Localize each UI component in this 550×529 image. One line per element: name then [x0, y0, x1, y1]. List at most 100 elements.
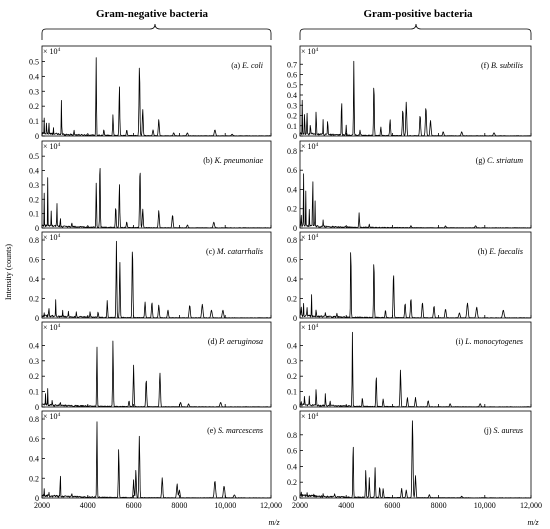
spectrum-peak: [188, 404, 189, 405]
panel-frame: [299, 231, 532, 319]
spectrum-peak: [189, 305, 190, 306]
y-tick-label: 0.8: [287, 147, 297, 156]
panel-label-letter: (f): [481, 61, 491, 70]
spectrum-peak: [172, 215, 173, 216]
spectrum-peak: [374, 82, 375, 83]
y-tick-label: 0: [35, 132, 39, 141]
panel-d: × 104 0 0.1 0.2 0.3 0.4 (d) P. aeruginosa: [29, 321, 272, 412]
spectrum-peak: [346, 125, 347, 126]
spectrum-peak: [116, 242, 117, 243]
panel-label: (f) B. subtilis: [481, 61, 523, 70]
spectrum-peak: [323, 221, 324, 222]
y-tick-label: 0.8: [29, 415, 39, 424]
spectrum-peak: [129, 400, 130, 401]
spectrum-peak: [307, 300, 308, 301]
panel-label: (g) C. striatum: [476, 156, 524, 165]
spectrum-peak: [352, 333, 353, 334]
panel-label: (e) S. marcescens: [207, 426, 263, 435]
panel-j: × 104 0 0.2 0.4 0.6 0.8 2000 4000 6000 8000 10,000…: [287, 410, 542, 510]
spectrum-peak: [374, 258, 375, 259]
spectrum-peak: [503, 310, 504, 311]
spectrum-peak: [307, 494, 308, 495]
y-tick-label: 0.4: [287, 91, 297, 100]
spectrum-peak: [480, 404, 481, 405]
spectrum-peak: [406, 102, 407, 103]
spectrum-peak: [47, 180, 48, 181]
panel-frame: [299, 410, 532, 499]
x-tick-label: 2000: [292, 501, 308, 510]
spectrum-peak: [341, 97, 342, 98]
intensity-multiplier-exponent: 4: [316, 233, 319, 239]
spectrum-peak: [202, 304, 203, 305]
y-tick-label: 0.2: [29, 295, 39, 304]
spectrum-peak: [103, 130, 104, 131]
spectrum-peak: [133, 365, 134, 366]
spectrum-peak: [301, 493, 302, 494]
spectrum-peak: [353, 438, 354, 439]
spectrum-peak: [312, 152, 313, 153]
spectrum-line: [299, 60, 532, 137]
spectrum-peak: [118, 448, 119, 449]
y-tick-label: 0.6: [287, 447, 297, 456]
spectrum-peak: [327, 117, 328, 118]
spectrum-peak: [44, 490, 45, 491]
spectrum-peak: [422, 302, 423, 303]
spectrum-peak: [158, 119, 159, 120]
y-tick-label: 0.2: [29, 372, 39, 381]
panel-h: × 104 0 0.2 0.4 0.6 0.8 (h) E. faecalis: [287, 231, 532, 323]
spectrum-peak: [406, 490, 407, 491]
y-tick-label: 0.3: [29, 181, 39, 190]
panel-label-letter: (b): [203, 156, 214, 165]
panel-label: (h) E. faecalis: [478, 247, 523, 256]
spectrum-peak: [153, 130, 154, 131]
spectrum-peak: [68, 312, 69, 313]
y-tick-label: 0.3: [29, 357, 39, 366]
y-tick-label: 0: [293, 494, 297, 503]
spectrum-peak: [415, 397, 416, 398]
panel-b: × 104 0 0.1 0.2 0.3 0.4 0.5 (b) K. pneumoniae: [29, 140, 272, 233]
intensity-multiplier: × 104: [301, 412, 319, 421]
panel-frame: [41, 231, 272, 319]
spectrum-peak: [48, 493, 49, 494]
spectrum-peak: [98, 312, 99, 313]
spectrum-peak: [379, 487, 380, 488]
panel-f: × 104 00.10.2 0.30.40.50.6 0.7 (f) B. subtil…: [287, 45, 532, 141]
panel-frame: [41, 321, 272, 408]
spectrum-peak: [44, 189, 45, 190]
y-tick-label: 0.4: [29, 341, 39, 350]
spectrum-peak: [146, 379, 147, 380]
panel-e: × 104 0 0.2 0.4 0.6 0.8 2000 4000 6000 8000 10,000…: [29, 410, 282, 510]
panel-label-species: S. marcescens: [218, 426, 263, 435]
panel-label: (a) E. coli: [231, 61, 263, 70]
spectrum-peak: [45, 394, 46, 395]
spectrum-peak: [113, 339, 114, 340]
y-tick-label: 0.4: [287, 462, 297, 471]
spectrum-peak: [410, 226, 411, 227]
spectrum-peak: [402, 109, 403, 110]
x-tick-label: 8000: [171, 501, 187, 510]
spectrum-peak: [60, 466, 61, 467]
spectrum-peak: [223, 310, 224, 311]
spectrum-peak: [140, 167, 141, 168]
spectrum-peak: [365, 470, 366, 471]
spectrum-peak: [96, 180, 97, 181]
spectrum-peak: [158, 210, 159, 211]
spectrum-peak: [53, 128, 54, 129]
spectrum-peak: [304, 97, 305, 98]
panel-label-species: C. striatum: [487, 156, 523, 165]
y-tick-label: 0.5: [287, 81, 297, 90]
spectrum-peak: [309, 208, 310, 209]
spectrum-peak: [380, 127, 381, 128]
spectrum-peak: [224, 486, 225, 487]
x-tick-label: 12,000: [260, 501, 282, 510]
y-tick-label: 0: [35, 494, 39, 503]
y-tick-label: 0.5: [29, 57, 39, 66]
spectrum-peak: [48, 118, 49, 119]
intensity-multiplier: × 104: [43, 142, 61, 151]
spectrum-peak: [450, 404, 451, 405]
panel-label-letter: (g): [476, 156, 487, 165]
spectrum-peak: [214, 130, 215, 131]
spectrum-peak: [162, 478, 163, 479]
left-column-bracket: [41, 23, 272, 40]
spectrum-peak: [61, 98, 62, 99]
